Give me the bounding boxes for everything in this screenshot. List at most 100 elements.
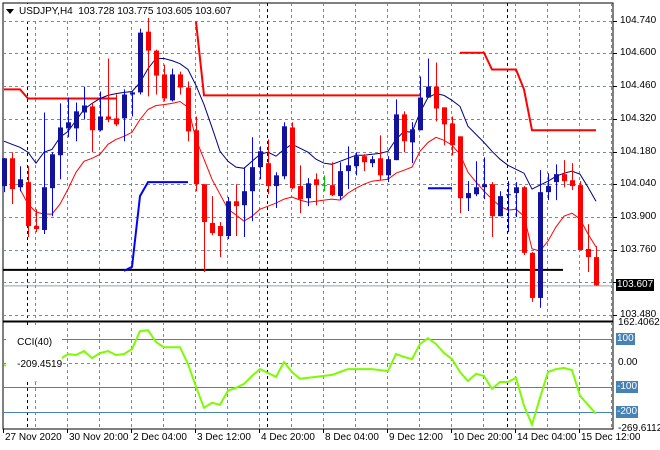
candle-bullish[interactable] [338, 171, 343, 197]
candle-bullish[interactable] [250, 167, 255, 192]
candle-bullish[interactable] [394, 114, 399, 161]
candle-bullish[interactable] [354, 156, 359, 167]
candle-bullish[interactable] [258, 151, 263, 168]
symbol-label: USDJPY,H4 [19, 5, 73, 17]
candle-bullish[interactable] [546, 186, 551, 193]
candle-bearish[interactable] [522, 187, 527, 253]
candle-bearish[interactable] [490, 184, 495, 217]
candle-bearish[interactable] [202, 184, 207, 223]
price-axis-label: 104.740 [620, 14, 657, 26]
candle-bullish[interactable] [98, 116, 103, 131]
candle-bearish[interactable] [594, 257, 599, 286]
candle-bullish[interactable] [474, 187, 479, 195]
candle-bullish[interactable] [122, 94, 127, 119]
candle-bullish[interactable] [554, 174, 559, 183]
price-axis-label: 103.900 [620, 210, 657, 222]
candle-bearish[interactable] [178, 74, 183, 88]
candle-bearish[interactable] [314, 179, 319, 186]
candle-bearish[interactable] [162, 74, 167, 99]
candle-bearish[interactable] [106, 116, 111, 120]
candle-bullish[interactable] [514, 187, 519, 194]
candle-bearish[interactable] [434, 86, 439, 109]
candle-bullish[interactable] [386, 159, 391, 176]
time-axis-label: 10 Dec 20:00 [453, 432, 513, 443]
candle-bullish[interactable] [58, 127, 63, 156]
resistance-step-line [4, 88, 116, 100]
candle-bullish[interactable] [426, 86, 431, 98]
candle-bearish[interactable] [290, 127, 295, 189]
resistance-step-line [460, 51, 596, 132]
candle-bearish[interactable] [378, 158, 383, 176]
candle-bearish[interactable] [570, 180, 575, 187]
price-axis-label: 104.180 [620, 145, 657, 157]
candle-bearish[interactable] [194, 130, 199, 185]
candle-bullish[interactable] [282, 126, 287, 177]
price-axis-label: 104.320 [620, 112, 657, 124]
candle-bearish[interactable] [146, 31, 151, 51]
candle-bullish[interactable] [226, 201, 231, 237]
candle-bullish[interactable] [506, 194, 511, 196]
candle-bearish[interactable] [402, 114, 407, 142]
candle-bullish[interactable] [130, 92, 135, 95]
current-price-label: 103.607 [616, 279, 655, 292]
time-axis-label: 15 Dec 12:00 [581, 432, 641, 443]
close-value: 103.607 [195, 5, 232, 17]
time-axis-label: 9 Dec 12:00 [389, 432, 443, 443]
candle-bullish[interactable] [306, 183, 311, 199]
candle-bullish[interactable] [242, 191, 247, 206]
candle-bullish[interactable] [82, 105, 87, 113]
price-axis-label: 103.760 [620, 243, 657, 255]
resistance-step-line [195, 21, 420, 97]
candle-bullish[interactable] [482, 184, 487, 188]
candle-bearish[interactable] [458, 136, 463, 199]
time-axis-label: 27 Nov 2020 [5, 432, 62, 443]
candle-bullish[interactable] [50, 154, 55, 189]
candle-bullish[interactable] [18, 179, 23, 188]
cci-axis-label: 162.4062 [618, 317, 660, 329]
candle-bullish[interactable] [538, 192, 543, 298]
candle-bearish[interactable] [330, 185, 335, 196]
candle-bearish[interactable] [442, 107, 447, 125]
candle-bearish[interactable] [218, 226, 223, 237]
candle-bearish[interactable] [34, 226, 39, 230]
candle-bullish[interactable] [410, 129, 415, 143]
cci-value: -209.4519 [17, 359, 63, 370]
candle-bearish[interactable] [186, 87, 191, 132]
candle-bullish[interactable] [346, 165, 351, 172]
candle-bearish[interactable] [90, 106, 95, 131]
candle-bearish[interactable] [530, 252, 535, 298]
candle-bearish[interactable] [578, 185, 583, 251]
candle-bearish[interactable] [26, 182, 31, 227]
candle-bearish[interactable] [450, 123, 455, 146]
cci-name: CCI(40) [17, 337, 53, 348]
candle-bullish[interactable] [418, 97, 423, 131]
candle-bullish[interactable] [2, 158, 7, 187]
candle-bearish[interactable] [210, 222, 215, 234]
candle-bullish[interactable] [42, 187, 47, 230]
candle-bullish[interactable] [274, 175, 279, 187]
cci-line [3, 329, 597, 428]
candle-bearish[interactable] [586, 248, 591, 258]
candle-bullish[interactable] [74, 111, 79, 129]
candle-bearish[interactable] [562, 174, 567, 182]
candle-bullish[interactable] [170, 74, 175, 101]
candle-doji[interactable] [322, 185, 327, 187]
candle-bullish[interactable] [466, 193, 471, 199]
candle-bullish[interactable] [498, 196, 503, 217]
cci-axis-label: -200 [616, 405, 639, 418]
moving-average-navy [3, 58, 597, 202]
candle-bearish[interactable] [154, 50, 159, 76]
high-value: 103.775 [117, 5, 154, 17]
candle-bearish[interactable] [266, 163, 271, 187]
candle-bearish[interactable] [10, 158, 15, 190]
dropdown-triangle-icon[interactable] [6, 8, 14, 14]
candle-bullish[interactable] [66, 122, 71, 129]
candle-bearish[interactable] [362, 156, 367, 163]
open-value: 103.728 [78, 5, 115, 17]
candle-bullish[interactable] [370, 159, 375, 164]
candle-bearish[interactable] [114, 118, 119, 125]
candle-bullish[interactable] [138, 32, 143, 93]
candle-bearish[interactable] [298, 186, 303, 200]
candle-bearish[interactable] [234, 201, 239, 207]
